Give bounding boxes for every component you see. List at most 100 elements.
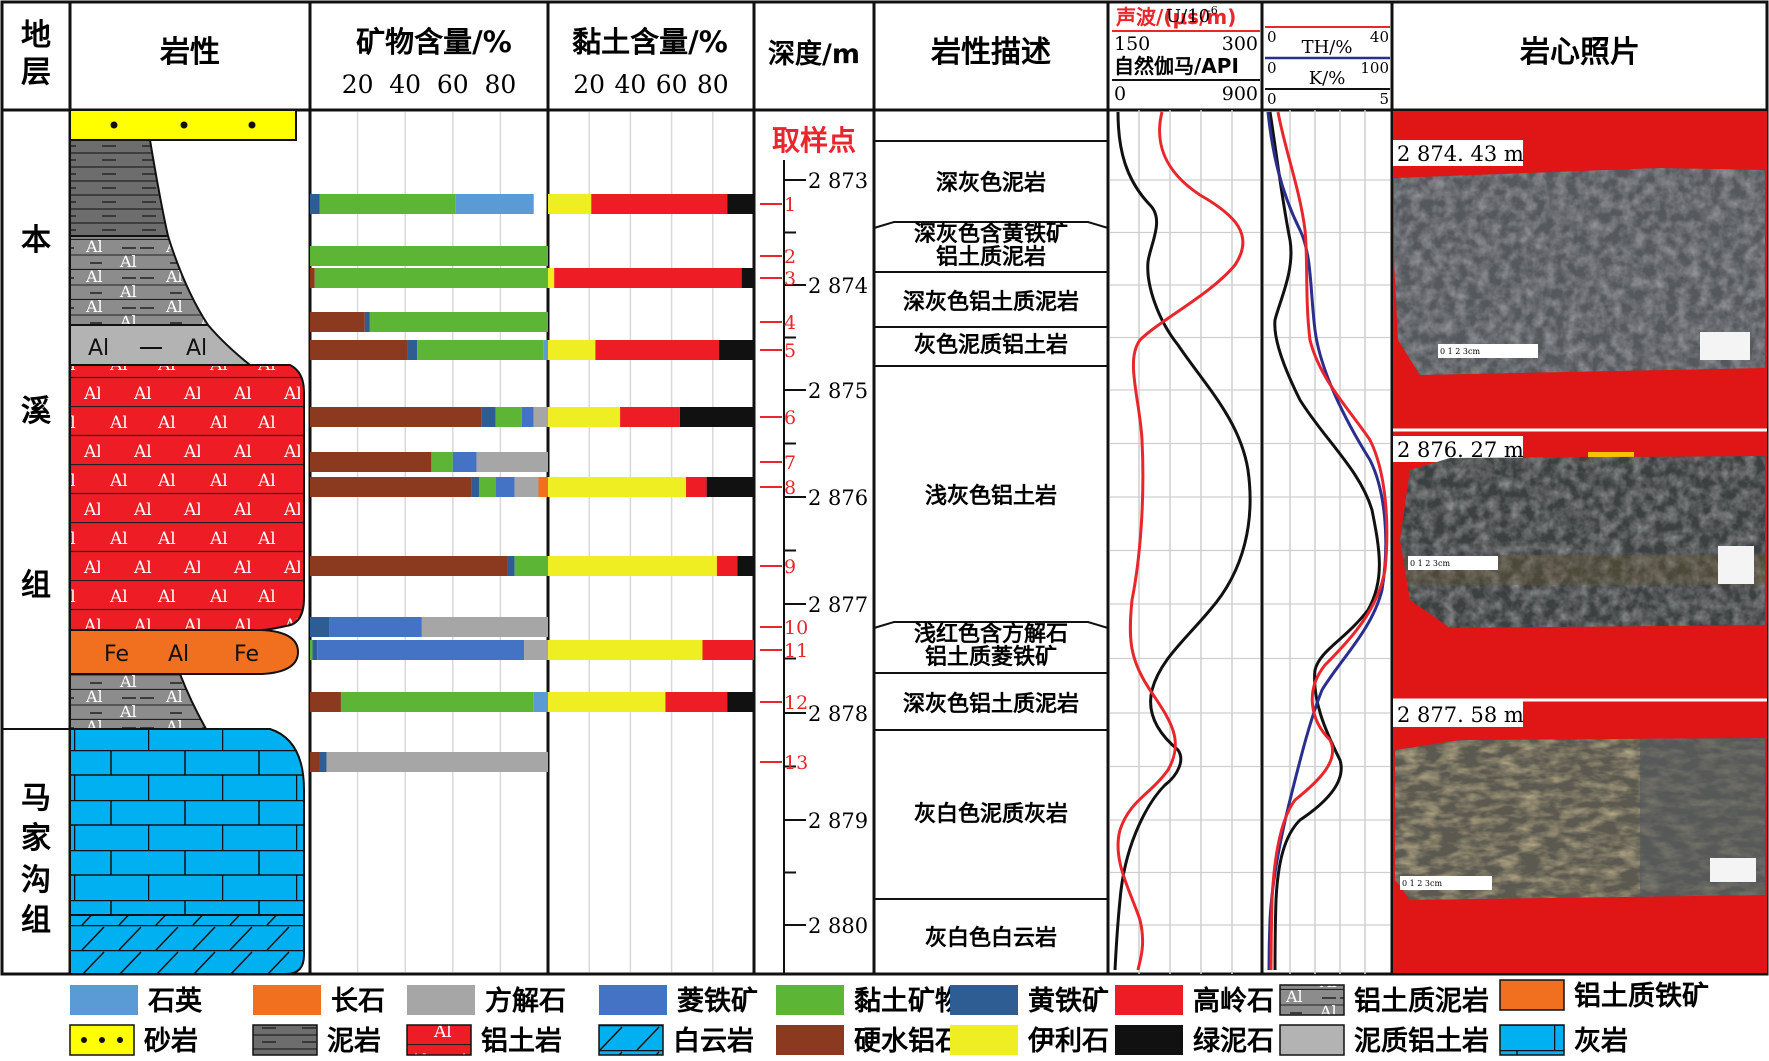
bar-segment-clay: [495, 407, 522, 427]
ferro-fe-1: Fe: [104, 642, 129, 667]
bar-segment-diaspore: [310, 477, 472, 497]
bar-segment-pyrite: [310, 194, 320, 214]
bar-segment-quartz: [455, 194, 534, 214]
description-line: 浅红色含方解石: [914, 621, 1068, 647]
bar-segment-chlorite: [679, 407, 754, 427]
bar-segment-clay: [417, 340, 544, 360]
formation-char: 组: [21, 568, 51, 603]
sample-number: 3: [784, 268, 796, 290]
legend-swatch-ferro: [1499, 979, 1565, 1011]
acoustic-min: 150: [1114, 33, 1150, 55]
bar-segment-calcite: [476, 452, 548, 472]
u-curve: [1269, 111, 1389, 971]
header-mineral: 矿物含量/%: [356, 25, 512, 59]
core-photo-3: 2 877. 58 m 0 1 2 3cm: [1393, 701, 1765, 900]
bar-segment-pyrite: [481, 407, 496, 427]
clay-bars: [548, 194, 754, 712]
mineral-bars: [310, 194, 548, 772]
sample-number: 9: [784, 556, 796, 578]
sample-number: 8: [784, 477, 796, 499]
header-description: 岩性描述: [931, 35, 1051, 70]
u-min: 0: [1267, 28, 1277, 46]
description-line: 铝土质泥岩: [936, 244, 1046, 270]
bar-segment-calcite: [524, 640, 548, 660]
bar-segment-pyrite: [407, 340, 418, 360]
bar-segment-illite: [548, 194, 592, 214]
ferro-fe-2: Fe: [234, 642, 259, 667]
bar-segment-siderite: [495, 477, 515, 497]
bar-segment-kaolinite: [702, 640, 754, 660]
u-label: U/10: [1166, 6, 1210, 27]
bar-segment-siderite: [521, 407, 534, 427]
percent-tick-label: 40: [614, 70, 646, 99]
bar-segment-clay: [314, 268, 548, 288]
acoustic-label: 声波/(μs/m): [1115, 5, 1236, 29]
bar-segment-kaolinite: [595, 340, 719, 360]
th-max: 100: [1360, 59, 1389, 77]
legend-swatch-pyrite: [950, 985, 1018, 1015]
bar-segment-kaolinite: [620, 407, 680, 427]
legend-label: 铝土质泥岩: [1354, 986, 1489, 1017]
legend-label: 白云岩: [673, 1025, 754, 1057]
bar-segment-clay: [514, 556, 548, 576]
k-max: 5: [1379, 90, 1389, 108]
mineral-gridlines: [356, 112, 502, 972]
bar-segment-pyrite: [471, 477, 479, 497]
core-photo-2: 2 876. 27 m 0 1 2 3cm: [1393, 436, 1765, 628]
legend-swatch-feldspar: [253, 985, 321, 1015]
bar-segment-illite: [548, 340, 596, 360]
bar-segment-calcite: [421, 617, 548, 637]
description-line: 铝土质菱铁矿: [925, 644, 1057, 670]
photo-1-depth: 2 874. 43 m: [1397, 142, 1524, 166]
sample-number: 12: [784, 692, 808, 714]
depth-tick-label: 2 878: [808, 702, 868, 726]
legend-label: 泥质铝土岩: [1354, 1026, 1489, 1057]
bar-segment-diaspore: [310, 752, 320, 772]
sample-number: 1: [784, 194, 796, 216]
bar-segment-clay: [369, 312, 548, 332]
bar-segment-diaspore: [310, 407, 482, 427]
u-exponent: -6: [1207, 4, 1218, 17]
photo-3-scale: 0 1 2 3cm: [1402, 879, 1442, 888]
sample-number: 6: [784, 407, 796, 429]
formation-char: 溪: [21, 394, 52, 429]
depth-tick-label: 2 880: [808, 914, 868, 938]
lithology-column: Al Al Fe Al Fe: [69, 109, 305, 975]
bar-segment-pyrite: [310, 617, 330, 637]
header-lithology: 岩性: [160, 35, 220, 70]
core-photos: 2 874. 43 m 0 1 2 3cm 2 876. 27 m 0 1 2 …: [1393, 111, 1767, 973]
th-min: 0: [1267, 59, 1277, 77]
clay-percent-ticks: 20 40 60 80: [573, 70, 728, 99]
bar-segment-chlorite: [727, 194, 754, 214]
bar-segment-siderite: [452, 452, 477, 472]
bar-segment-chlorite: [727, 692, 754, 712]
sand-dot: [110, 121, 118, 129]
percent-tick-label: 80: [697, 70, 729, 99]
bar-segment-calcite: [326, 752, 548, 772]
sample-number: 5: [784, 340, 796, 362]
legend-swatch-bauxitic_mud: [1279, 984, 1345, 1016]
description-line: 浅灰色铝土岩: [925, 483, 1057, 509]
description-line: 灰色泥质铝土岩: [914, 332, 1068, 358]
description-dividers: [873, 140, 1109, 900]
header-clay: 黏土含量/%: [572, 25, 728, 59]
lith-bauxitic-mudstone-upper: [69, 235, 210, 326]
bar-segment-kaolinite: [686, 477, 707, 497]
bar-segment-clay: [319, 194, 456, 214]
column-headers: 地 层 地层 岩性 矿物含量/% 黏土含量/% 深度/m 岩性描述 岩心照片 2…: [21, 4, 1640, 108]
legend-swatch-diaspore: [776, 1025, 844, 1055]
formation-char: 组: [21, 903, 51, 938]
depth-tick-label: 2 877: [808, 593, 868, 617]
legend-label: 菱铁矿: [677, 985, 758, 1017]
percent-tick-label: 20: [342, 70, 374, 99]
formation-char: 马: [21, 781, 51, 816]
bar-segment-kaolinite: [554, 268, 742, 288]
legend-swatch-bauxite: [406, 1024, 472, 1056]
u-max: 40: [1370, 28, 1389, 46]
description-line: 深灰色含黄铁矿: [914, 221, 1068, 247]
depth-tick-label: 2 873: [808, 169, 868, 193]
depth-tick-label: 2 876: [808, 486, 868, 510]
